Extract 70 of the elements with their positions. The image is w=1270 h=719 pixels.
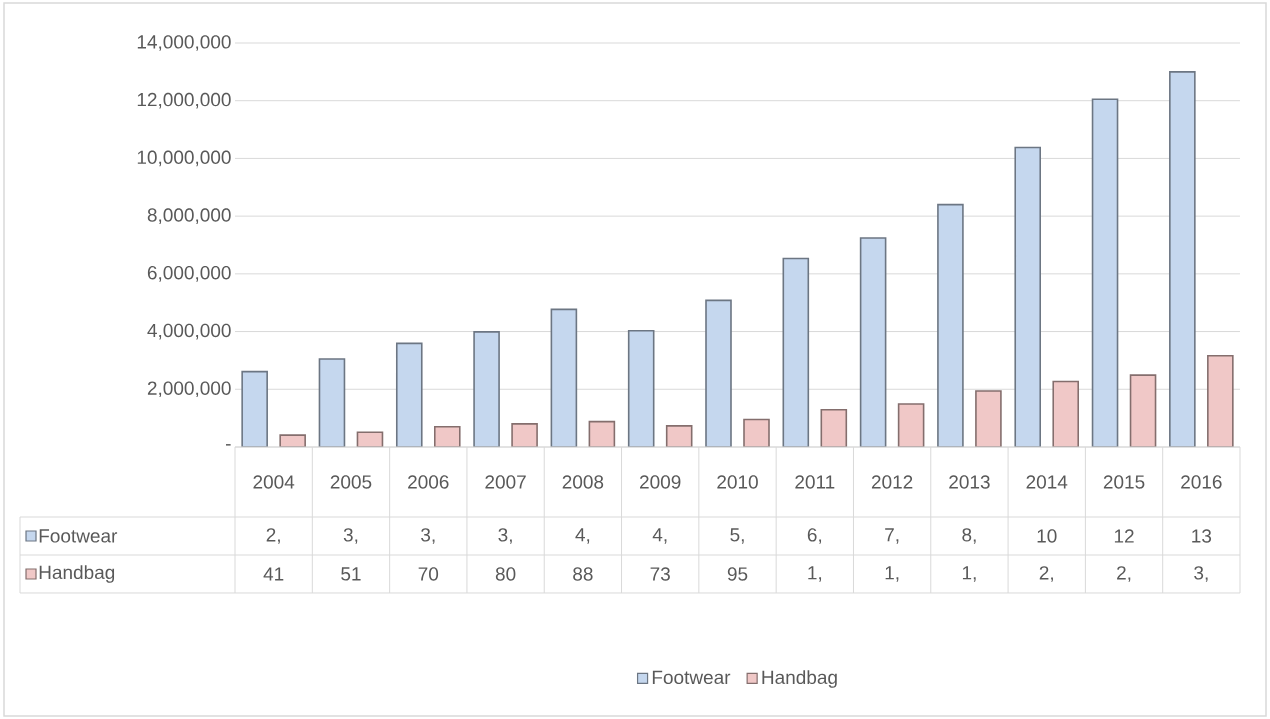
- text: 51: [341, 567, 361, 581]
- x-tick-label: 2012: [871, 475, 913, 489]
- bar: [782, 257, 810, 447]
- x-tick-label: 2010: [717, 475, 758, 489]
- text: 3,: [421, 528, 435, 544]
- bar: [820, 408, 848, 447]
- x-tick-label: 2006: [408, 475, 449, 489]
- text: 6,: [807, 528, 822, 544]
- text: 12: [1114, 529, 1134, 543]
- y-tick-label: 4,000,000: [147, 323, 231, 340]
- text: 73: [650, 567, 670, 581]
- x-tick-label: 2005: [330, 475, 372, 489]
- y-tick-label: -: [225, 444, 231, 446]
- x-tick-label: 2007: [485, 475, 526, 489]
- bar: [395, 342, 423, 447]
- bar: [1014, 146, 1042, 447]
- text: 4,: [652, 528, 667, 544]
- x-tick-label: 2015: [1103, 475, 1145, 489]
- text: 88: [573, 567, 593, 581]
- text: 70: [418, 567, 439, 581]
- y-tick-label: 6,000,000: [147, 265, 231, 282]
- x-tick-label: 2008: [562, 475, 604, 489]
- y-tick-label: 2,000,000: [147, 381, 231, 398]
- text: 7,: [885, 528, 899, 544]
- y-tick-label: 8,000,000: [147, 208, 231, 224]
- bar: [627, 329, 655, 447]
- text: 5,: [730, 528, 744, 544]
- text: 2,: [1117, 566, 1131, 582]
- text: 2,: [266, 528, 280, 544]
- text: 8,: [962, 528, 976, 544]
- y-tick-label: 14,000,000: [137, 35, 231, 51]
- text: 1,: [885, 566, 899, 582]
- legend-label: Handbag: [39, 565, 115, 583]
- bar: [1091, 98, 1119, 447]
- bar: [937, 203, 964, 447]
- bar: [705, 299, 732, 447]
- bar: [473, 331, 500, 447]
- x-tick-label: 2011: [795, 475, 835, 489]
- bar: [1169, 71, 1196, 447]
- text: 3,: [1194, 566, 1208, 582]
- bar: [1207, 355, 1234, 447]
- bar: [1052, 380, 1080, 447]
- text: 3,: [343, 528, 358, 544]
- x-tick-label: 2016: [1181, 475, 1222, 489]
- text: 4,: [575, 528, 590, 544]
- bar: [859, 237, 887, 447]
- bar: [1129, 374, 1157, 447]
- text: 1,: [962, 566, 976, 582]
- bar: [241, 370, 268, 447]
- y-tick-label: 10,000,000: [137, 150, 231, 167]
- x-tick-label: 2013: [949, 475, 990, 489]
- text: Footwear: [652, 670, 731, 685]
- y-tick-label: 12,000,000: [137, 92, 231, 109]
- x-tick-label: 2014: [1026, 475, 1068, 489]
- bar: [588, 420, 616, 447]
- x-tick-label: 2009: [640, 475, 681, 489]
- bar: [897, 403, 925, 447]
- x-tick-label: 2004: [253, 475, 295, 489]
- text: 13: [1192, 529, 1212, 543]
- text: 3,: [498, 528, 512, 544]
- legend-label: Footwear: [39, 529, 118, 543]
- text: 80: [495, 567, 516, 581]
- text: 41: [263, 567, 284, 581]
- text: 10: [1037, 529, 1057, 543]
- text: 95: [727, 567, 748, 581]
- text: 2,: [1039, 566, 1053, 582]
- text: 1,: [808, 566, 822, 582]
- bar: [318, 358, 346, 447]
- bar: [550, 308, 578, 447]
- text: Handbag: [762, 670, 837, 688]
